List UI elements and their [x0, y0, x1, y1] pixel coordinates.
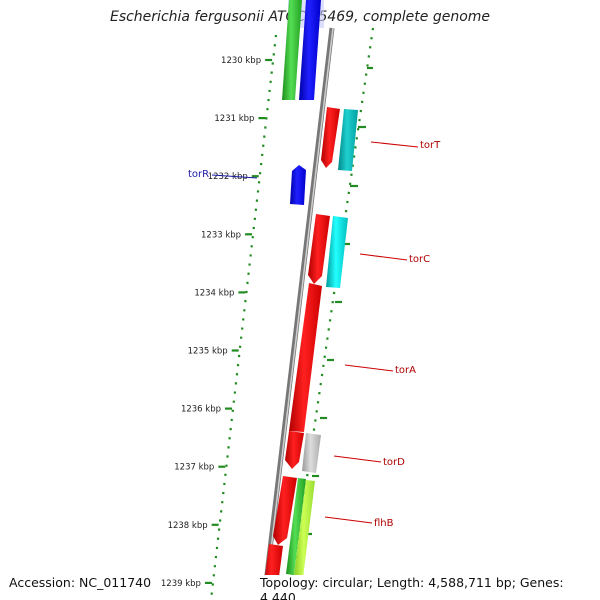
ruler-ticks: 1230 kbp 1231 kbp 1232 kbp 1233 kbp 1234 kbp…	[161, 56, 273, 589]
gene-labels: torR torT torC torA torD flhB	[188, 140, 441, 529]
gene-flhB-cog2	[294, 480, 315, 578]
gene-torR	[290, 165, 306, 205]
gene-torT-cog	[338, 109, 358, 171]
ruler-tick-label: 1235 kbp	[188, 347, 228, 357]
gene-label-torD: torD	[383, 457, 405, 468]
ruler-tick-label: 1236 kbp	[181, 405, 221, 415]
gene-label-torA: torA	[395, 365, 416, 376]
gene-flhB-cog	[286, 478, 306, 575]
gene-label-leaders	[211, 141, 419, 524]
gene-blue-top	[299, 0, 321, 100]
gene-torD-cog	[302, 433, 321, 473]
ruler-tick-label: 1231 kbp	[214, 114, 254, 124]
gene-flhB-cds	[273, 476, 297, 545]
gene-torT-cds	[321, 107, 340, 168]
ruler-tick-label: 1239 kbp	[161, 579, 201, 589]
gene-torD-cds	[285, 431, 304, 469]
gene-label-torR: torR	[188, 169, 209, 180]
gene-green-top	[282, 0, 302, 100]
gene-label-torC: torC	[409, 254, 430, 265]
gene-label-flhB: flhB	[374, 518, 394, 529]
gene-torA-cds	[289, 283, 322, 432]
backbone-highlight	[264, 27, 334, 600]
accession-text: Accession: NC_011740	[7, 575, 154, 590]
ruler-tick-label: 1233 kbp	[201, 230, 241, 240]
ruler-tick-label: 1237 kbp	[174, 463, 214, 473]
ruler-tick-label: 1234 kbp	[194, 288, 234, 298]
ruler-tick-label: 1230 kbp	[221, 56, 261, 66]
ruler-tick-label: 1232 kbp	[208, 172, 248, 182]
topology-text: Topology: circular; Length: 4,588,711 bp…	[258, 575, 600, 600]
ruler-tick-label: 1238 kbp	[168, 521, 208, 531]
gene-label-torT: torT	[420, 140, 441, 151]
gene-torC-cog	[326, 216, 348, 288]
gene-torC-cds	[308, 214, 330, 284]
genome-backbone	[261, 27, 335, 600]
